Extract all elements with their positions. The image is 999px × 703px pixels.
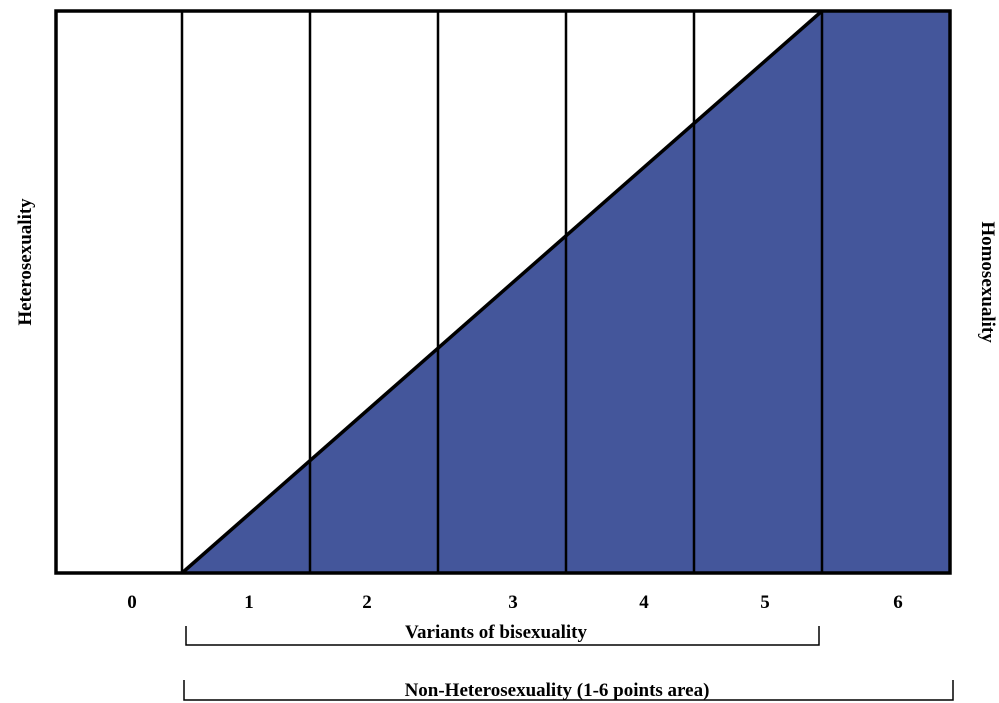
category-label-0: 0 [127,592,137,613]
diagram-frame [54,9,952,575]
non-heterosexuality-bracket: Non-Heterosexuality (1-6 points area) [183,680,954,701]
category-label-5: 5 [760,592,770,613]
heterosexuality-label: Heterosexuality [15,198,36,326]
category-label-4: 4 [639,592,649,613]
non-heterosexuality-bracket-label: Non-Heterosexuality (1-6 points area) [405,680,710,701]
category-label-6: 6 [893,592,903,613]
homosexuality-label: Homosexuality [977,221,998,343]
category-6-fill [822,11,950,573]
category-label-2: 2 [362,592,372,613]
category-label-3: 3 [508,592,518,613]
category-labels: 0 1 2 3 4 5 6 [127,592,903,613]
non-heterosexuality-bracket-line [183,680,954,701]
diagonal-line [180,9,824,575]
column-dividers [180,11,824,573]
bisexuality-bracket: Variants of bisexuality [185,622,820,646]
category-label-1: 1 [244,592,254,613]
bisexuality-bracket-label: Variants of bisexuality [405,622,587,643]
bisexuality-bracket-line [185,626,820,646]
